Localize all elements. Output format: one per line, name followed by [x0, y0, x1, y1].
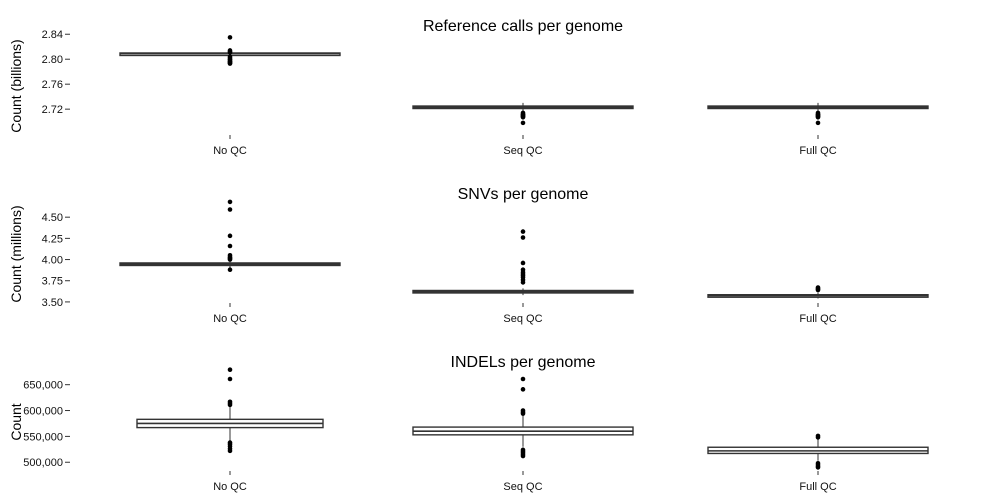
box-no-qc: No QC	[119, 35, 341, 157]
box-seq-qc: Seq QC	[412, 229, 634, 325]
outlier-point	[227, 267, 233, 273]
y-tick-label: 500,000	[23, 457, 63, 469]
outlier-point	[227, 243, 233, 249]
y-tick-label: 4.00	[42, 255, 63, 267]
outlier-point	[815, 120, 821, 126]
outlier-point	[227, 257, 233, 262]
outlier-point	[520, 229, 526, 234]
panel-title: SNVs per genome	[458, 186, 589, 203]
outlier-point	[815, 465, 821, 470]
outlier-point	[520, 280, 526, 285]
box-full-qc: Full QC	[707, 285, 929, 325]
outlier-point	[227, 376, 233, 382]
y-tick-label: 3.75	[42, 276, 63, 288]
y-tick-label: 2.76	[42, 79, 63, 91]
box-full-qc: Full QC	[707, 433, 929, 493]
outlier-point	[227, 35, 233, 40]
outlier-point	[227, 199, 233, 205]
outlier-point	[227, 402, 233, 408]
x-category-label: Full QC	[799, 145, 836, 157]
outlier-point	[520, 411, 526, 416]
outlier-point	[520, 120, 526, 126]
panel-title: INDELs per genome	[451, 354, 596, 371]
y-axis-title: Count	[8, 403, 24, 440]
x-category-label: Seq QC	[503, 313, 542, 325]
box-no-qc: No QC	[136, 367, 324, 493]
outlier-point	[227, 448, 233, 454]
y-tick-label: 600,000	[23, 406, 63, 418]
outlier-point	[520, 235, 526, 240]
box-full-qc: Full QC	[707, 102, 929, 157]
panel-3: INDELs per genome Count 500,000 550,000 600,…	[8, 354, 929, 493]
box-no-qc: No QC	[119, 199, 341, 325]
x-category-label: Full QC	[799, 313, 836, 325]
panel-1: Reference calls per genome Count (billion…	[8, 18, 929, 157]
y-axis-title: Count (billions)	[8, 39, 24, 132]
outlier-point	[520, 260, 526, 266]
outlier-point	[520, 376, 526, 382]
box-seq-qc: Seq QC	[412, 376, 634, 493]
outlier-point	[227, 367, 233, 372]
outlier-point	[815, 114, 821, 120]
y-tick-label: 2.72	[42, 104, 63, 116]
x-category-label: Full QC	[799, 481, 836, 493]
y-tick-label: 3.50	[42, 297, 63, 309]
outlier-point	[227, 61, 233, 66]
outlier-point	[227, 207, 233, 212]
x-category-label: No QC	[213, 481, 247, 493]
x-category-label: No QC	[213, 145, 247, 157]
y-tick-label: 550,000	[23, 431, 63, 443]
y-tick-label: 2.80	[42, 54, 63, 66]
y-tick-label: 4.50	[42, 212, 63, 224]
y-tick-label: 4.25	[42, 233, 63, 245]
outlier-point	[815, 287, 821, 293]
panel-2: SNVs per genome Count (millions) 3.50 3.75 4…	[8, 186, 929, 325]
y-tick-label: 650,000	[23, 380, 63, 392]
outlier-point	[520, 114, 526, 120]
x-category-label: No QC	[213, 313, 247, 325]
box-seq-qc: Seq QC	[412, 102, 634, 157]
panel-title: Reference calls per genome	[423, 18, 623, 35]
x-category-label: Seq QC	[503, 481, 542, 493]
outlier-point	[227, 50, 233, 55]
y-axis-title: Count (millions)	[8, 205, 24, 302]
y-tick-label: 2.84	[42, 29, 63, 41]
outlier-point	[520, 387, 526, 392]
x-category-label: Seq QC	[503, 145, 542, 157]
outlier-point	[227, 233, 233, 239]
outlier-point	[520, 453, 526, 459]
outlier-point	[815, 435, 821, 440]
